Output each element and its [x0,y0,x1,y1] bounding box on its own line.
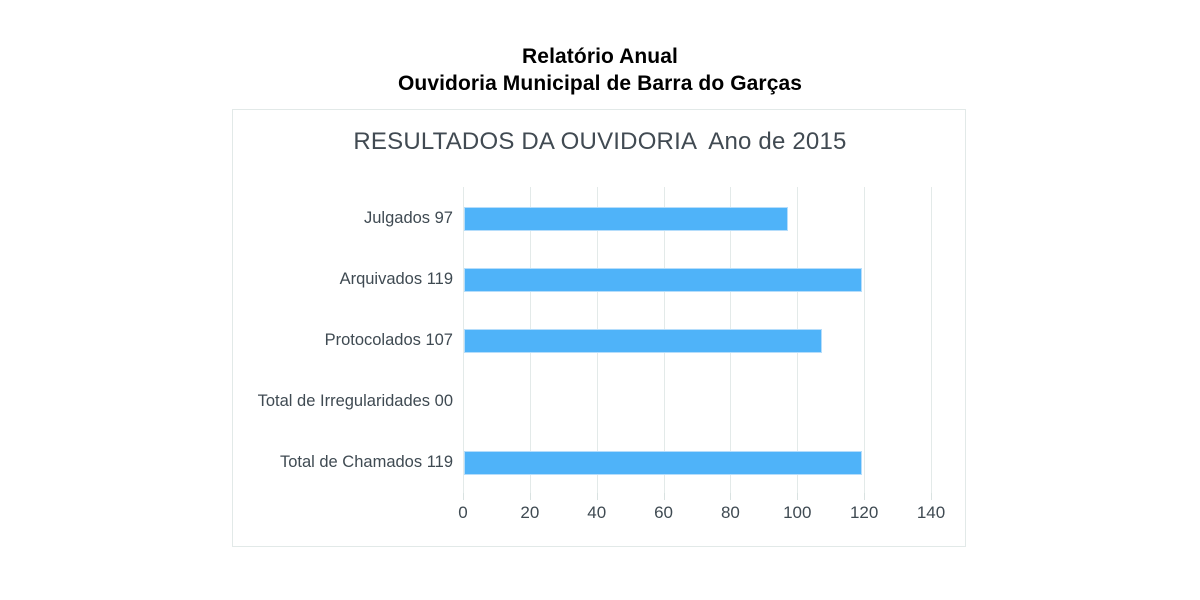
x-tick-label: 20 [520,503,540,522]
x-tick-label: 140 [916,503,946,522]
x-tick-140 [931,493,932,500]
document-title: Relatório Anual Ouvidoria Municipal de B… [0,44,1200,98]
x-tick-80 [730,493,732,500]
chart-row: Arquivados 119 [340,267,931,292]
chart-row: Total de Chamados 119 [280,451,931,476]
chart-row: Julgados 97 [364,206,931,231]
document-title-line-2: Ouvidoria Municipal de Barra do Garças [397,71,803,95]
bar[interactable] [464,206,789,231]
category-label: Total de Chamados 119 [279,453,453,472]
x-tick-label: 40 [587,503,607,522]
x-tick-label: 80 [720,503,740,522]
gridline-120 [864,187,866,493]
x-tick-40 [596,493,598,500]
category-label: Protocolados 107 [324,331,453,349]
chart-row: Total de Irregularidades 00 [258,390,931,412]
category-label: Julgados 97 [364,208,453,227]
x-tick-60 [663,493,665,500]
x-tick-label: 0 [458,503,468,522]
category-label: Arquivados 119 [339,269,453,288]
bar[interactable] [464,267,862,292]
x-tick-label: 120 [849,503,879,522]
bar[interactable] [464,451,862,476]
category-label: Total de Irregularidades 00 [257,392,453,411]
x-tick-label: 60 [654,503,674,522]
x-tick-20 [529,493,531,500]
x-tick-100 [797,493,799,500]
x-tick-0 [463,493,464,500]
document-title-line-1: Relatório Anual [522,45,678,68]
x-tick-120 [864,493,866,500]
bar[interactable] [464,329,822,353]
x-tick-label: 100 [783,503,812,522]
chart-title: RESULTADOS DA OUVIDORIA Ano de 2015 [353,128,847,155]
chart-container: RESULTADOS DA OUVIDORIA Ano de 2015 0 20 4… [232,109,966,547]
gridline-0 [463,187,464,493]
chart-row: Protocolados 107 [325,329,931,353]
gridline-140 [931,187,932,493]
plot-area: 0 20 40 60 80 100 120 140 Total de Chamados 119… [258,187,945,522]
